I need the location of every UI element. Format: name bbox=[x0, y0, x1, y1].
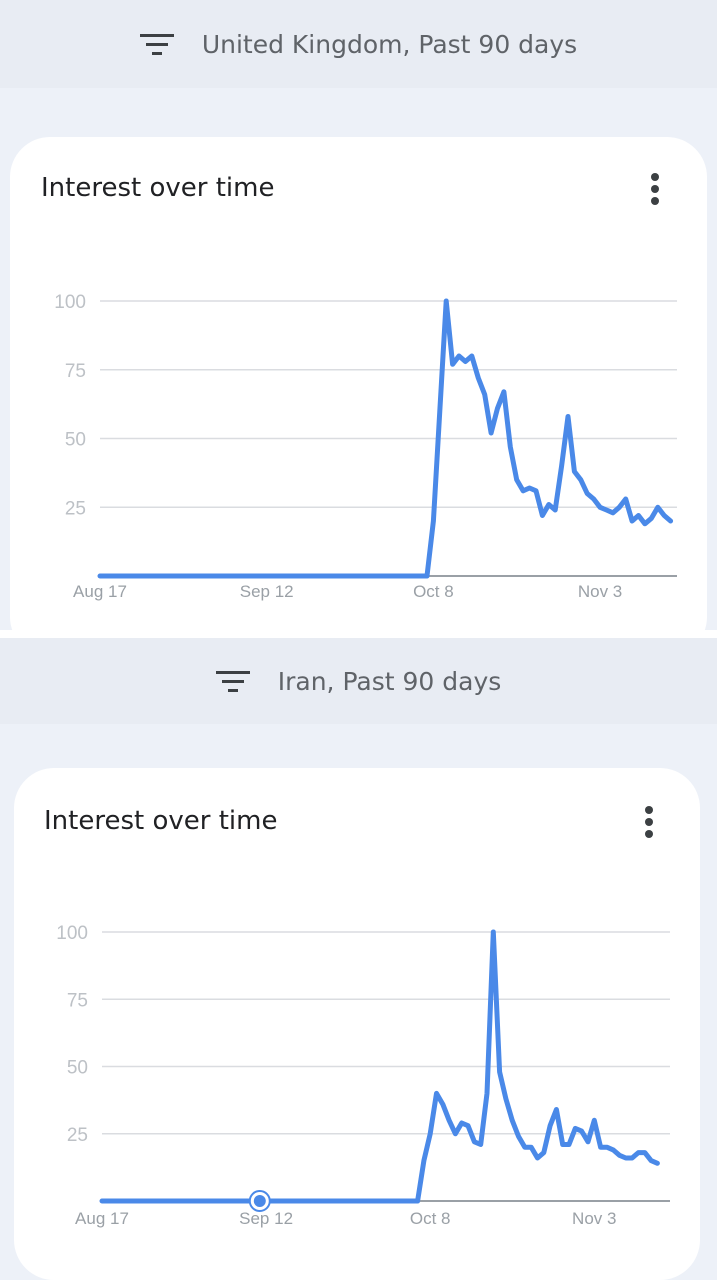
filter-label: United Kingdom, Past 90 days bbox=[201, 29, 578, 59]
x-tick-label: Oct 8 bbox=[410, 1209, 451, 1228]
x-tick-label: Aug 17 bbox=[73, 582, 127, 601]
interest-card-iran: Interest over time 25 50 75 100 Aug 17 Sep 12… bbox=[14, 768, 700, 1280]
more-vert-icon bbox=[651, 173, 659, 205]
filter-icon bbox=[139, 34, 174, 55]
filter-bar-uk: United Kingdom, Past 90 days bbox=[0, 0, 717, 88]
more-menu-button[interactable] bbox=[640, 171, 670, 211]
more-vert-icon bbox=[645, 806, 653, 838]
x-tick-label: Nov 3 bbox=[572, 1209, 616, 1228]
filter-button-uk[interactable]: United Kingdom, Past 90 days bbox=[139, 29, 578, 59]
more-menu-button[interactable] bbox=[634, 804, 664, 844]
y-tick-label: 75 bbox=[67, 990, 88, 1011]
y-tick-label: 50 bbox=[65, 430, 86, 451]
filter-label: Iran, Past 90 days bbox=[277, 666, 502, 696]
divider bbox=[0, 630, 717, 638]
y-tick-label: 25 bbox=[65, 498, 86, 519]
hover-point-dot bbox=[253, 1195, 266, 1207]
interest-chart: 25 50 75 100 Aug 17 Sep 12 Oct 8 Nov 3 bbox=[56, 923, 670, 1228]
y-tick-label: 100 bbox=[54, 292, 86, 313]
x-tick-label: Sep 12 bbox=[239, 1209, 293, 1228]
x-tick-label: Oct 8 bbox=[413, 582, 454, 601]
x-tick-label: Nov 3 bbox=[578, 582, 622, 601]
y-tick-label: 50 bbox=[67, 1058, 88, 1079]
y-tick-label: 25 bbox=[67, 1125, 88, 1146]
series-line bbox=[99, 929, 660, 1204]
filter-button-iran[interactable]: Iran, Past 90 days bbox=[215, 666, 502, 696]
card-title: Interest over time bbox=[44, 806, 278, 836]
filter-bar-iran: Iran, Past 90 days bbox=[0, 638, 717, 724]
x-tick-label: Sep 12 bbox=[240, 582, 294, 601]
x-tick-label: Aug 17 bbox=[75, 1209, 129, 1228]
card-title: Interest over time bbox=[41, 173, 275, 203]
y-tick-label: 75 bbox=[65, 361, 86, 382]
interest-chart: 25 50 75 100 Aug 17 Sep 12 Oct 8 Nov 3 bbox=[54, 292, 677, 601]
series-line bbox=[97, 298, 674, 579]
y-tick-label: 100 bbox=[56, 923, 88, 944]
interest-card-uk: Interest over time 25 50 75 100 Aug 17 Sep 12… bbox=[10, 137, 707, 657]
filter-icon bbox=[215, 671, 250, 692]
